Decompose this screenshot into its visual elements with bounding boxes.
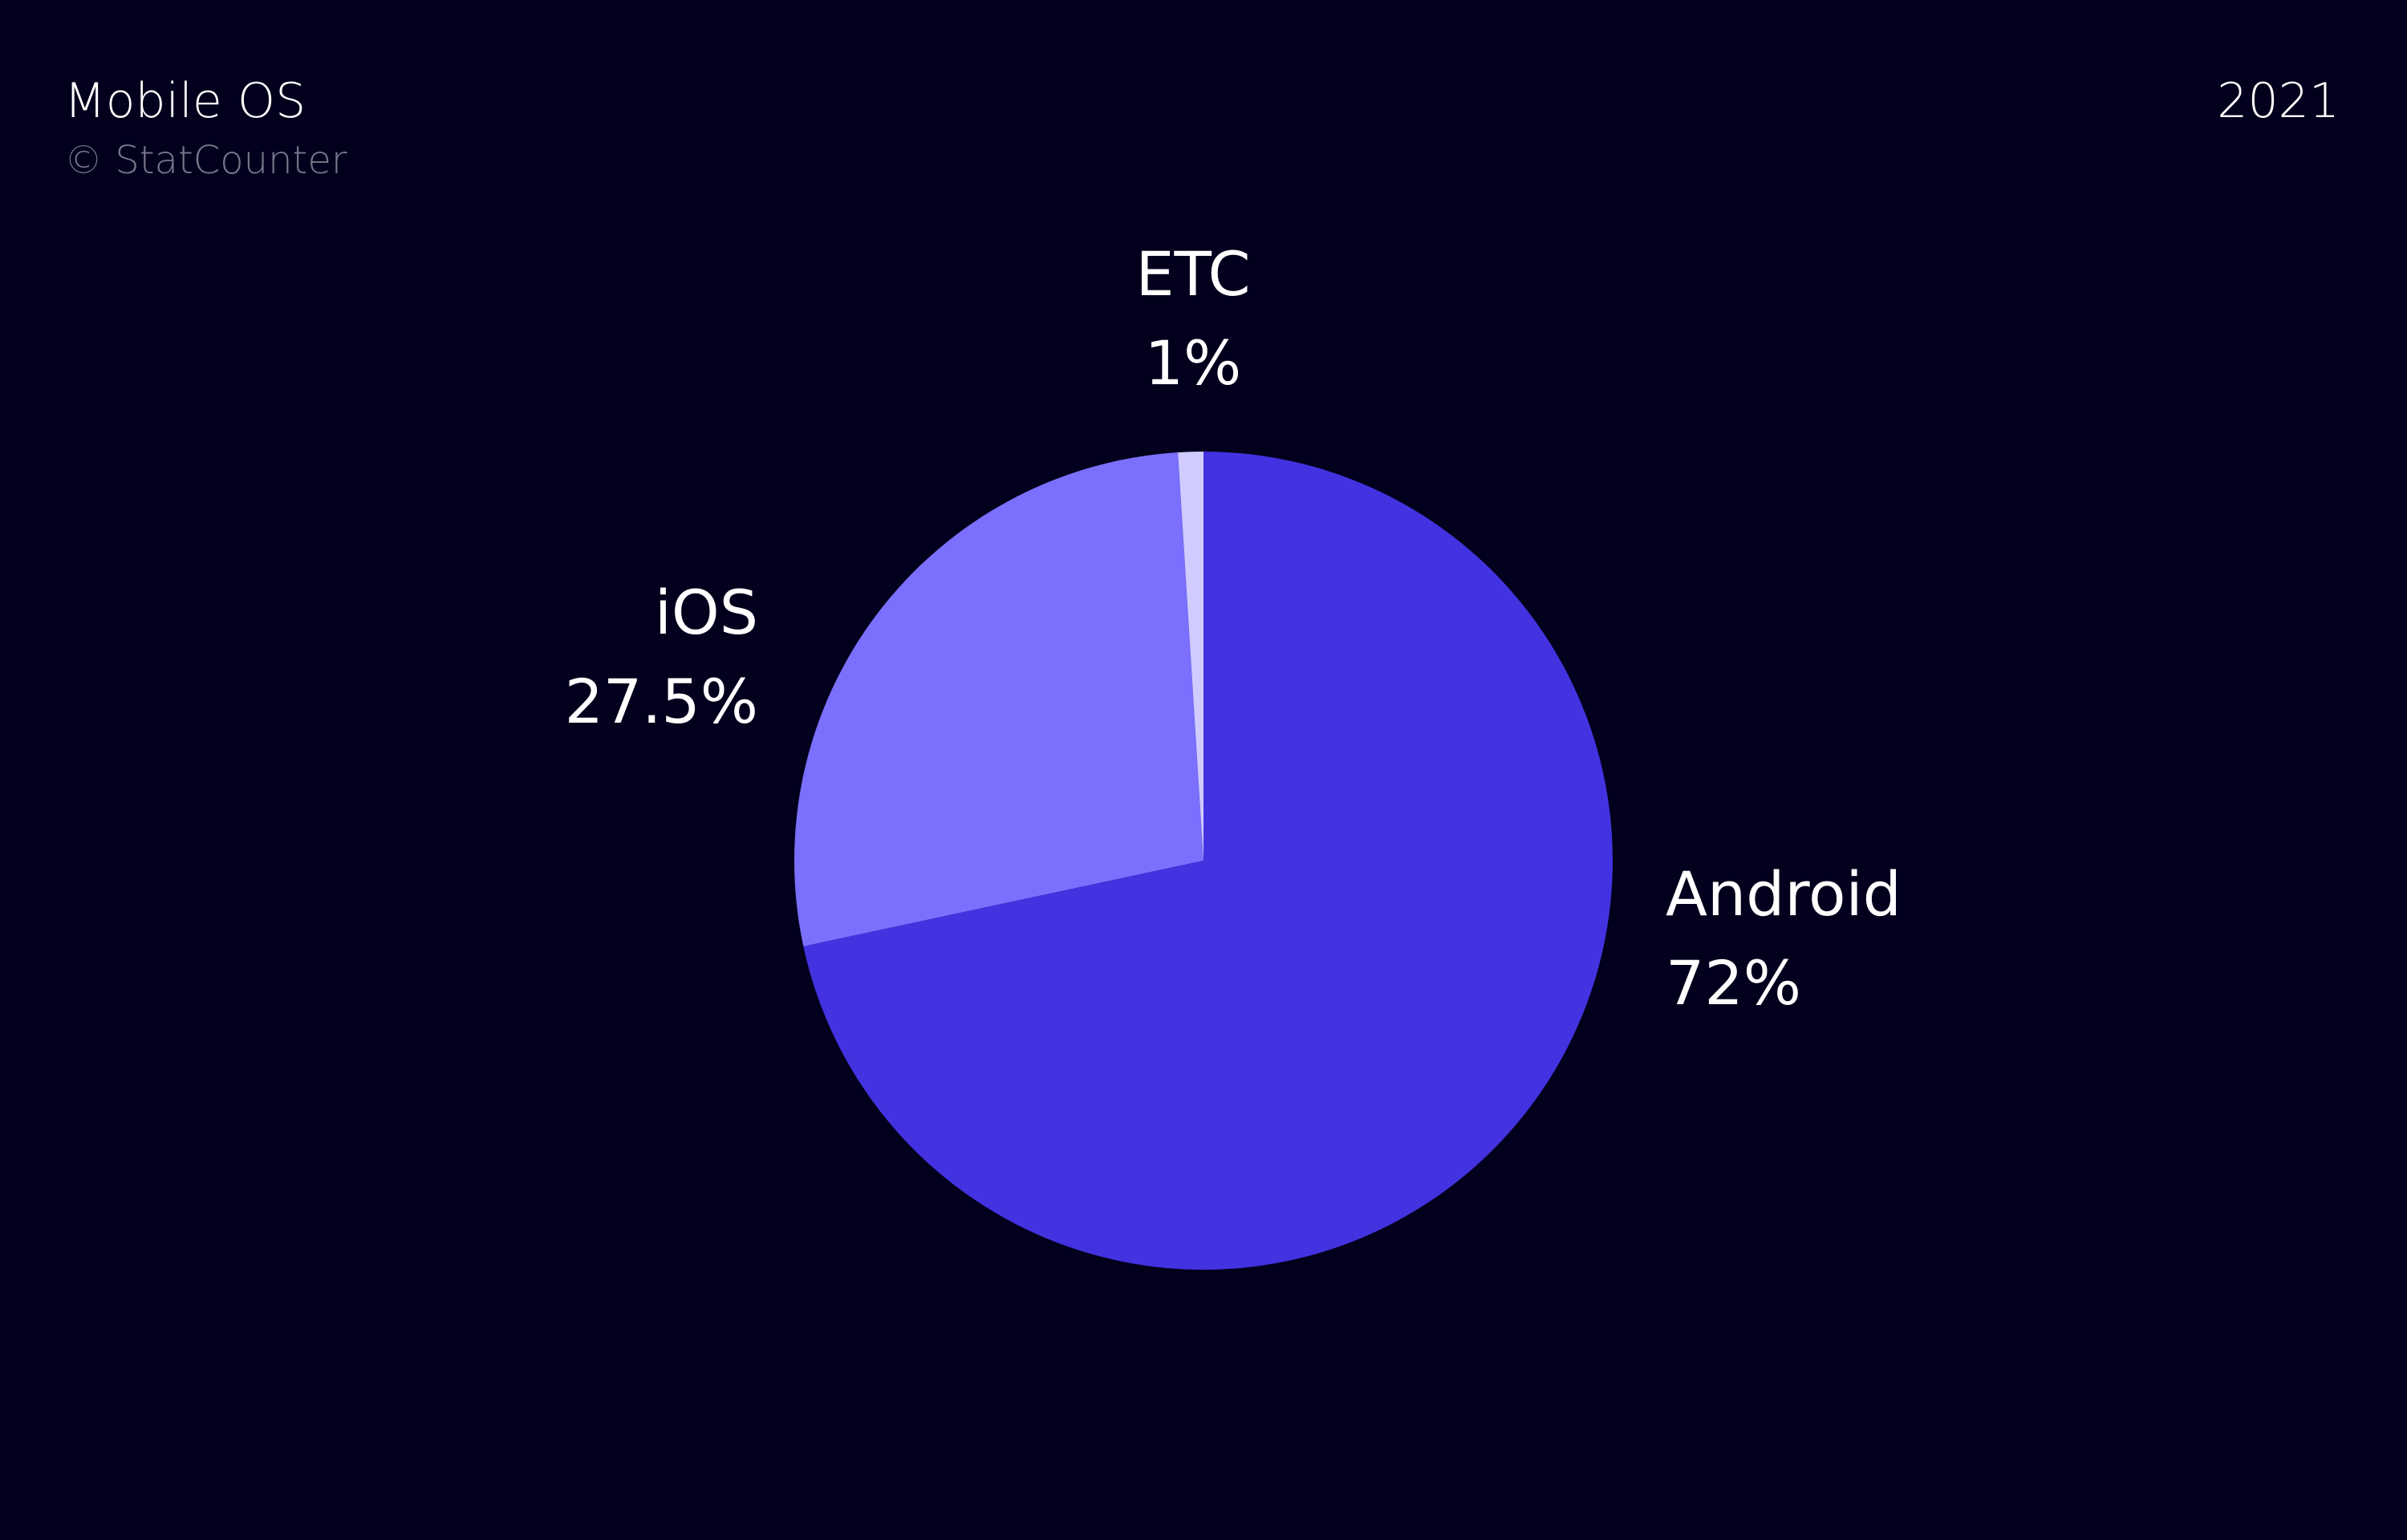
slice-label-etc: ETC <box>1135 238 1250 310</box>
pie-slice-android <box>803 452 1613 1270</box>
slice-value-android: 72% <box>1666 947 1801 1019</box>
chart-title: Mobile OS <box>64 73 306 129</box>
slice-value-etc: 1% <box>1145 327 1242 399</box>
source-credit: © StatCounter <box>64 138 347 183</box>
year-label: 2021 <box>2217 73 2340 129</box>
slice-value-ios: 27.5% <box>565 666 758 737</box>
slice-label-android: Android <box>1666 858 1902 930</box>
slice-label-ios: iOS <box>655 577 758 648</box>
pie-slice-ios <box>794 452 1204 946</box>
pie-slice-etc <box>1178 452 1204 861</box>
